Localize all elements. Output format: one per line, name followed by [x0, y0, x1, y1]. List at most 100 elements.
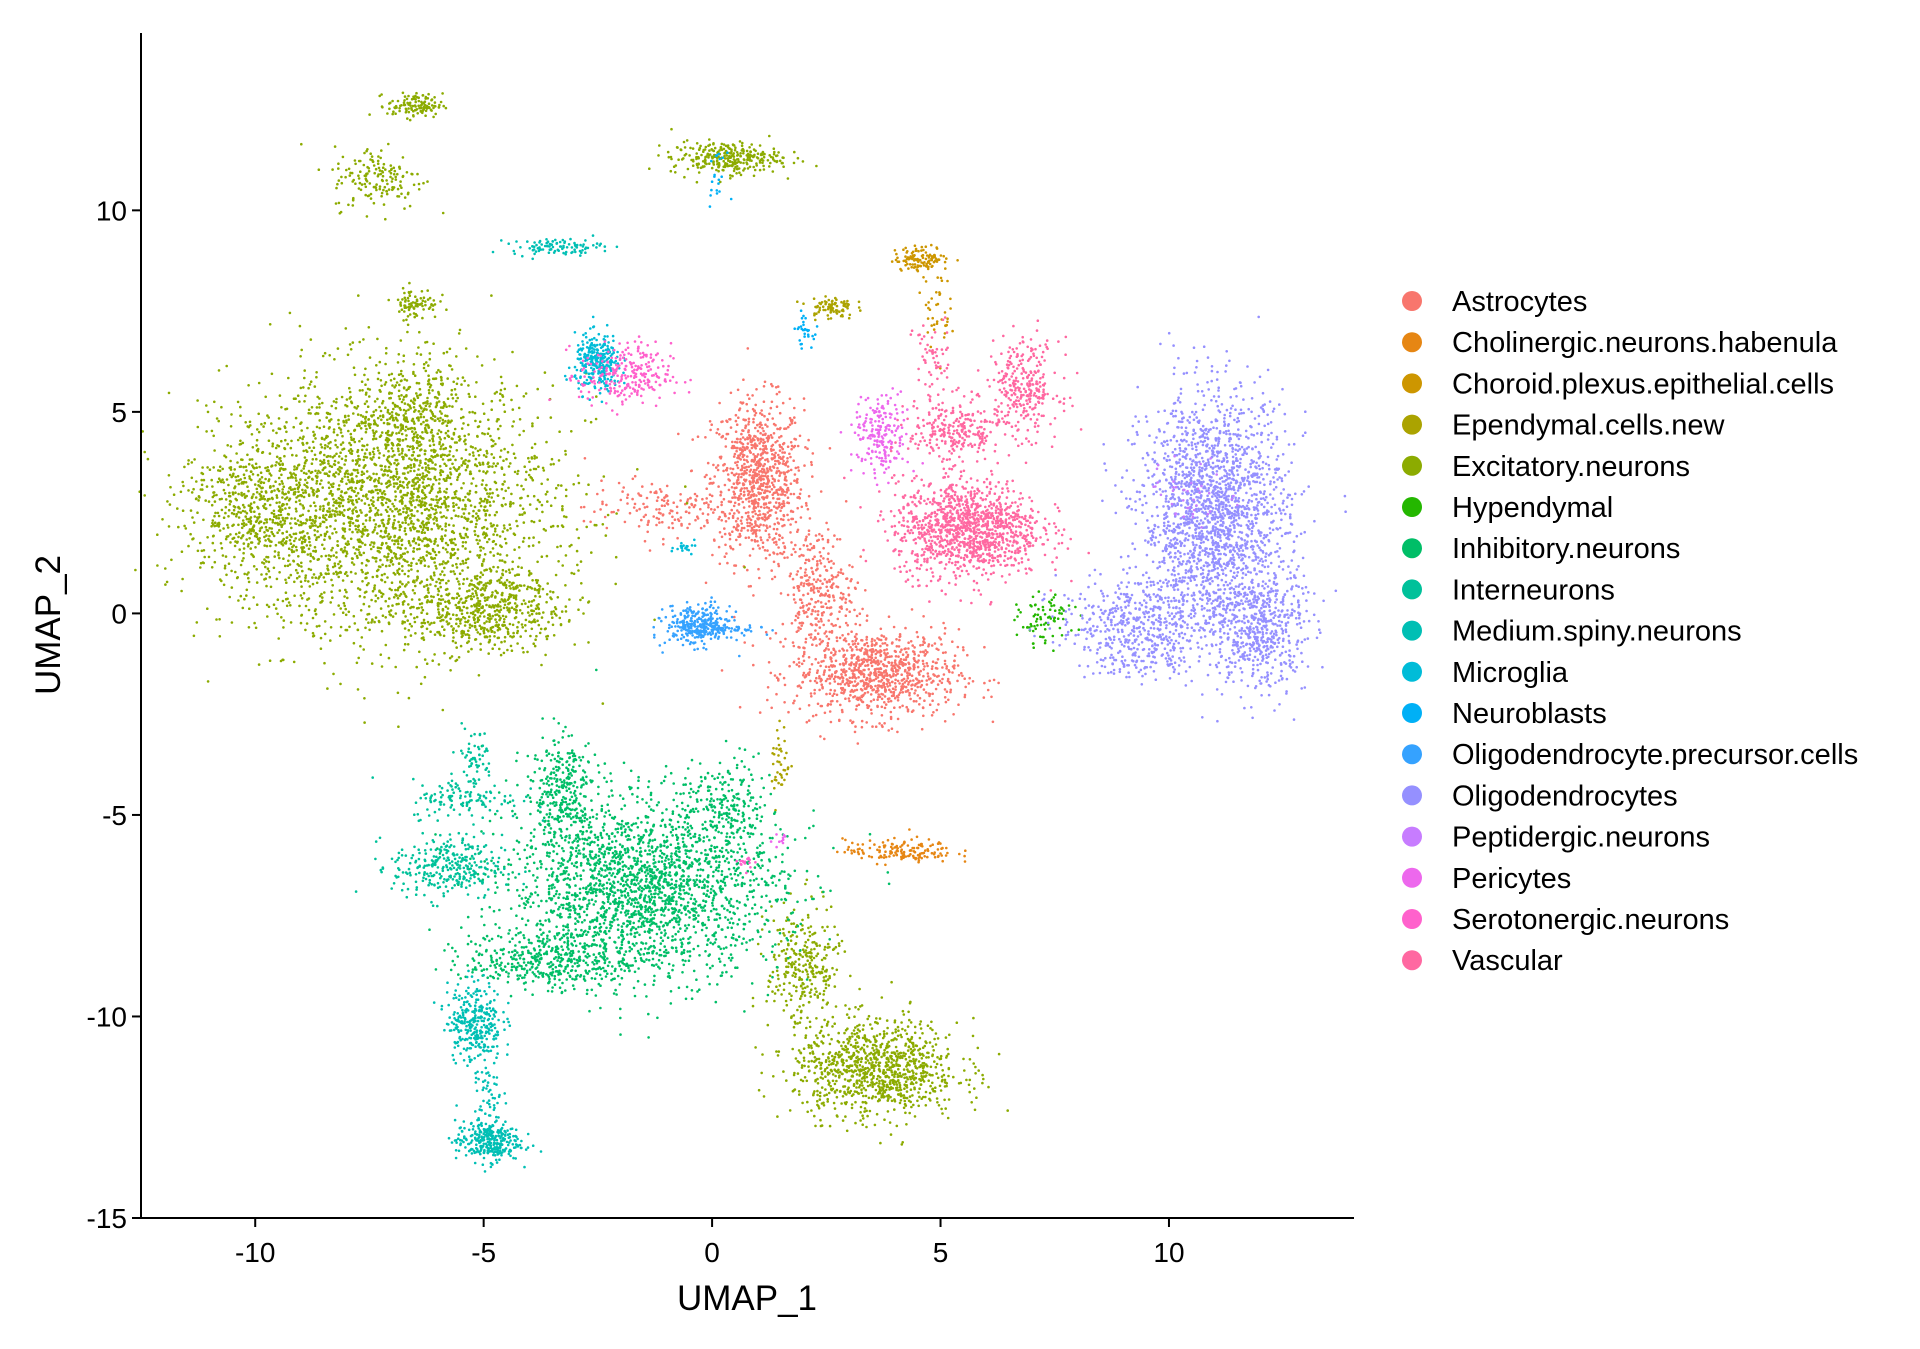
data-point: [427, 565, 430, 568]
data-point: [703, 475, 707, 479]
data-point: [750, 476, 754, 480]
data-point: [879, 660, 883, 663]
data-point: [778, 427, 781, 431]
data-point: [362, 648, 366, 651]
data-point: [327, 572, 330, 575]
data-point: [727, 478, 730, 481]
data-point: [413, 620, 417, 624]
data-point: [792, 547, 795, 551]
data-point: [926, 317, 930, 320]
data-point: [344, 542, 348, 545]
data-point: [751, 394, 754, 397]
data-point: [289, 604, 292, 607]
data-point: [766, 451, 769, 455]
data-point: [812, 578, 816, 581]
data-point: [800, 505, 804, 509]
data-point: [492, 565, 495, 569]
data-point: [466, 519, 469, 522]
data-point: [251, 473, 255, 476]
data-point: [444, 600, 447, 604]
data-point: [806, 507, 810, 511]
data-point: [788, 452, 791, 456]
data-point: [515, 519, 518, 523]
data-point: [756, 505, 760, 508]
data-point: [742, 418, 745, 421]
data-point: [927, 265, 930, 269]
data-point: [922, 714, 925, 718]
data-point: [729, 467, 732, 470]
data-point: [832, 692, 836, 695]
data-point: [438, 563, 442, 566]
data-point: [493, 480, 497, 484]
data-point: [552, 462, 555, 466]
data-point: [901, 691, 905, 694]
data-point: [807, 438, 810, 442]
data-point: [757, 492, 761, 496]
data-point: [796, 570, 800, 573]
data-point: [395, 458, 399, 462]
data-point: [736, 479, 739, 482]
data-point: [880, 697, 884, 701]
data-point: [340, 457, 344, 461]
data-point: [371, 437, 375, 441]
data-point: [792, 701, 795, 705]
data-point: [915, 630, 919, 634]
data-point: [804, 568, 808, 571]
data-point: [492, 439, 495, 443]
data-point: [753, 456, 757, 460]
data-point: [143, 450, 146, 454]
data-point: [811, 452, 815, 455]
data-point: [261, 450, 265, 454]
data-point: [497, 436, 501, 440]
data-point: [769, 406, 773, 410]
data-point: [317, 469, 320, 473]
data-point: [448, 450, 452, 453]
data-point: [715, 466, 718, 469]
data-point: [272, 566, 276, 570]
data-point: [756, 502, 760, 506]
data-point: [694, 498, 697, 501]
data-point: [754, 530, 757, 534]
data-point: [767, 661, 771, 664]
data-point: [780, 773, 783, 777]
data-point: [339, 607, 343, 610]
data-point: [287, 376, 290, 380]
data-point: [457, 656, 461, 659]
data-point: [880, 634, 883, 637]
data-point: [206, 536, 209, 539]
data-point: [890, 851, 893, 855]
data-point: [379, 653, 383, 656]
data-point: [785, 491, 789, 494]
data-point: [814, 534, 818, 537]
data-point: [359, 609, 363, 612]
data-point: [410, 625, 414, 628]
data-point: [389, 483, 392, 486]
data-point: [298, 538, 301, 541]
data-point: [255, 487, 259, 491]
data-point: [215, 417, 219, 420]
data-point: [796, 477, 799, 481]
data-point: [913, 254, 916, 257]
data-point: [896, 717, 900, 721]
data-point: [833, 599, 836, 602]
data-point: [688, 506, 691, 509]
data-point: [918, 696, 922, 700]
data-point: [350, 516, 354, 520]
data-point: [914, 682, 917, 686]
data-point: [389, 558, 393, 562]
data-point: [760, 516, 764, 520]
data-point: [841, 710, 844, 714]
data-point: [438, 436, 441, 439]
data-point: [840, 673, 843, 676]
data-point: [360, 561, 364, 565]
data-point: [934, 257, 938, 260]
data-point: [802, 659, 806, 663]
data-point: [482, 525, 486, 529]
data-point: [411, 525, 415, 528]
data-point: [870, 855, 874, 859]
data-point: [183, 465, 186, 469]
data-point: [486, 540, 489, 544]
data-point: [908, 263, 912, 266]
data-point: [889, 699, 893, 703]
data-point: [616, 508, 620, 512]
